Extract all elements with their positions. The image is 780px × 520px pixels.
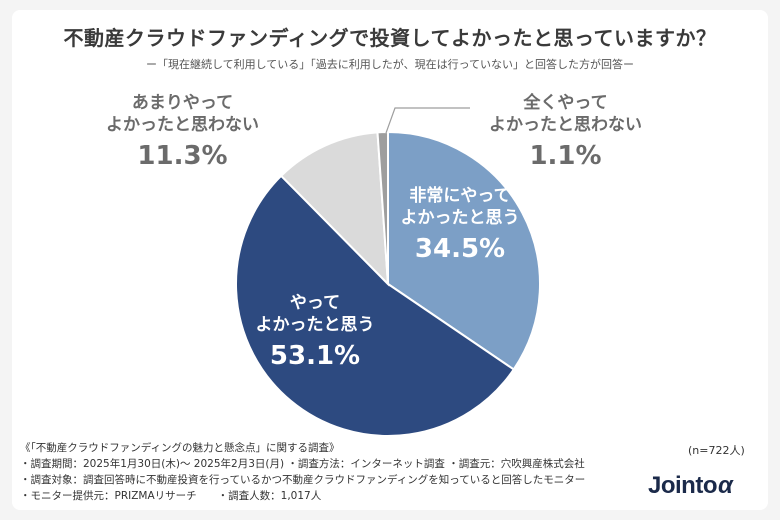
label-not-at-all-line2: よかったと思わない <box>489 115 642 136</box>
logo-text: Jointo <box>648 472 718 499</box>
survey-line-provider: ・モニター提供元：PRIZMAリサーチ ・調査人数：1,017人 <box>20 490 322 502</box>
label-very-good: 非常にやって よかったと思う 34.5% <box>390 185 530 267</box>
label-good-line1: やって <box>289 293 341 313</box>
label-not-at-all-line1: 全くやって <box>523 93 608 113</box>
chart-title: 不動産クラウドファンディングで投資してよかったと思っていますか？ <box>63 26 717 50</box>
label-very-good-percent: 34.5% <box>414 234 506 265</box>
label-not-much-line2: よかったと思わない <box>106 115 259 136</box>
label-not-at-all-percent: 1.1% <box>529 141 602 172</box>
survey-line-period: ・調査期間：2025年1月30日(木)〜 2025年2月3日(月) ・調査方法：… <box>20 458 585 470</box>
survey-footer: 《「不動産クラウドファンディングの魅力と懸念点」に関する調査》 ・調査期間：20… <box>20 440 585 504</box>
logo-alpha: α <box>718 472 733 499</box>
slice-not-at-all <box>376 130 389 285</box>
slice-very-good <box>387 130 541 371</box>
label-not-at-all: 全くやって よかったと思わない 1.1% <box>478 92 653 174</box>
chart-subtitle: ー「現在継続して利用している」「過去に利用したが、現在は行っていない」と回答した… <box>145 58 635 71</box>
label-not-much-line1: あまりやって <box>131 93 234 113</box>
label-not-much: あまりやって よかったと思わない 11.3% <box>95 92 270 174</box>
label-good-line2: よかったと思う <box>255 315 375 336</box>
survey-title: 《「不動産クラウドファンディングの魅力と懸念点」に関する調査》 <box>20 442 340 454</box>
label-good-percent: 53.1% <box>269 341 361 372</box>
slice-good <box>235 174 516 437</box>
jointo-logo: Jointoα <box>648 472 733 500</box>
label-good: やって よかったと思う 53.1% <box>240 292 390 374</box>
label-very-good-line1: 非常にやって <box>409 186 511 206</box>
label-not-much-percent: 11.3% <box>137 141 228 172</box>
label-very-good-line2: よかったと思う <box>400 208 520 229</box>
slice-not-much <box>279 131 390 287</box>
respondent-count: (n=722人) <box>688 444 745 457</box>
survey-line-target: ・調査対象：調査回答時に不動産投資を行っているかつ不動産クラウドファンディングを… <box>20 474 586 486</box>
leader-line-not-at-all <box>385 107 470 134</box>
